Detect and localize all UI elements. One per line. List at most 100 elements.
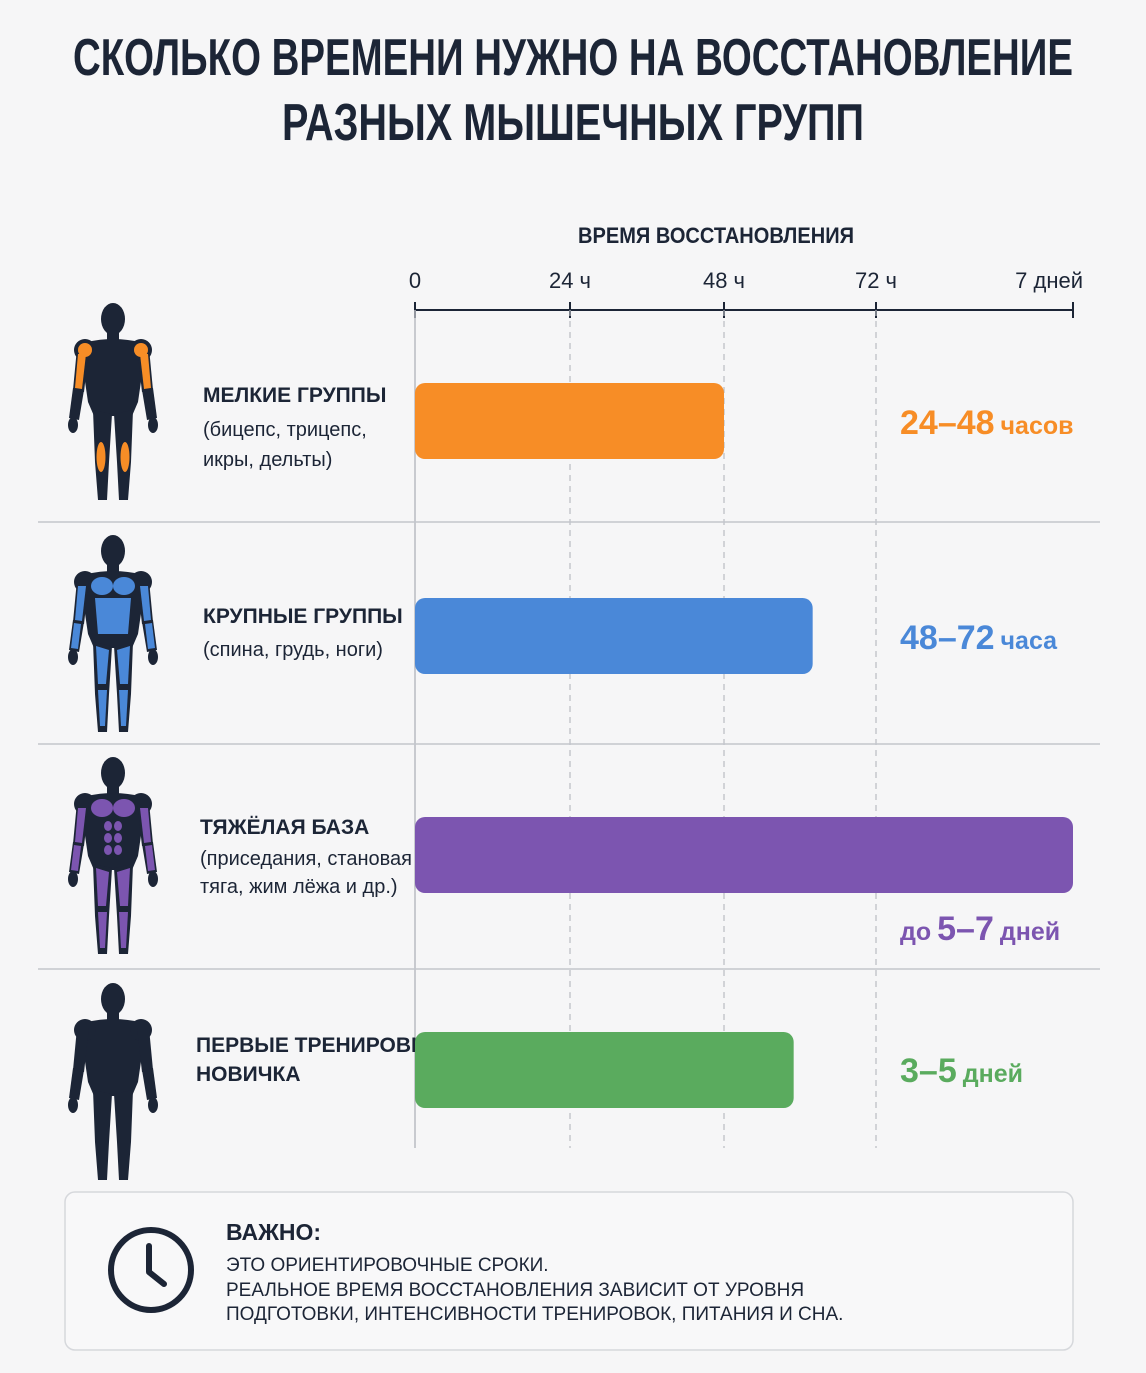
- figure-part: [107, 1010, 119, 1022]
- figure-part: [98, 690, 107, 726]
- figure-part: [75, 354, 86, 389]
- note-line: ЭТО ОРИЕНТИРОВОЧНЫЕ СРОКИ.: [226, 1255, 549, 1276]
- figure-part: [117, 646, 130, 684]
- figure-part: [140, 354, 151, 389]
- figure-part: [104, 845, 112, 855]
- x-tick-label: 72 ч: [855, 268, 897, 293]
- figure-part: [142, 1068, 157, 1100]
- figure-part: [104, 833, 112, 843]
- figure-part: [142, 388, 157, 420]
- figure-part: [75, 808, 86, 843]
- row-name: КРУПНЫЕ ГРУППЫ: [203, 605, 403, 628]
- bar: [415, 817, 1073, 893]
- figure-part: [117, 868, 130, 906]
- range-value: 5–7: [937, 910, 994, 948]
- figure-part: [71, 845, 81, 871]
- figure-part: [71, 623, 81, 649]
- body-figure: [68, 983, 158, 1180]
- row-description: тяга, жим лёжа и др.): [200, 876, 398, 898]
- figure-part: [137, 1028, 153, 1072]
- figure-part: [148, 417, 158, 433]
- range-label: 3–5 дней: [900, 1052, 1023, 1090]
- figure-part: [140, 808, 151, 843]
- figure-part: [101, 303, 125, 335]
- note-line: РЕАЛЬНОЕ ВРЕМЯ ВОССТАНОВЛЕНИЯ ЗАВИСИТ ОТ…: [226, 1280, 804, 1301]
- figure-part: [119, 690, 128, 726]
- row-name: МЕЛКИЕ ГРУППЫ: [203, 384, 386, 407]
- row-description: (спина, грудь, ноги): [203, 639, 383, 661]
- figure-part: [113, 577, 135, 595]
- figure-part: [134, 343, 148, 357]
- range-unit: часа: [1001, 627, 1059, 655]
- figure-part: [145, 845, 155, 871]
- figure-part: [73, 1028, 89, 1072]
- row-description: (бицепс, трицепс,: [203, 419, 367, 441]
- x-tick-label: 48 ч: [703, 268, 745, 293]
- figure-part: [69, 388, 84, 420]
- bar: [415, 383, 724, 459]
- figure-part: [101, 757, 125, 789]
- figure-part: [98, 912, 107, 948]
- row-description: икры, дельты): [203, 449, 332, 471]
- figure-part: [148, 649, 158, 665]
- row-name: ТЯЖЁЛАЯ БАЗА: [200, 816, 369, 839]
- figure-part: [93, 1090, 112, 1180]
- range-label: до 5–7 дней: [900, 910, 1060, 948]
- note-box: [64, 1191, 1074, 1351]
- x-tick-label: 7 дней: [1015, 268, 1083, 293]
- range-unit: часов: [1001, 412, 1074, 440]
- figure-part: [148, 871, 158, 887]
- figure-part: [78, 343, 92, 357]
- row-name: НОВИЧКА: [196, 1063, 301, 1086]
- range-prefix: до: [900, 918, 931, 946]
- range-unit: дней: [1000, 918, 1060, 946]
- figure-part: [107, 330, 119, 342]
- figure-part: [75, 586, 86, 621]
- figure-part: [101, 983, 125, 1015]
- figure-part: [101, 535, 125, 567]
- figure-part: [140, 586, 151, 621]
- figure-part: [119, 912, 128, 948]
- body-figure: [68, 535, 158, 732]
- figure-part: [114, 821, 122, 831]
- chart-title: СКОЛЬКО ВРЕМЕНИ НУЖНО НА ВОССТАНОВЛЕНИЕ: [73, 29, 1073, 87]
- range-label: 24–48 часов: [900, 404, 1074, 442]
- clock-icon: [108, 1227, 194, 1313]
- row-description: (приседания, становая: [200, 848, 412, 870]
- figure-part: [95, 598, 131, 634]
- body-figure: [68, 303, 158, 500]
- range-value: 24–48: [900, 404, 995, 442]
- figure-part: [104, 821, 112, 831]
- figure-part: [68, 871, 78, 887]
- figure-part: [114, 833, 122, 843]
- figure-part: [114, 1090, 133, 1180]
- figure-part: [81, 1019, 145, 1096]
- figure-part: [91, 577, 113, 595]
- figure-part: [68, 649, 78, 665]
- figure-part: [68, 1097, 78, 1113]
- figure-part: [96, 646, 109, 684]
- row-name: ПЕРВЫЕ ТРЕНИРОВКИ: [196, 1034, 439, 1057]
- chart-title: РАЗНЫХ МЫШЕЧНЫХ ГРУПП: [282, 94, 864, 152]
- figure-part: [107, 784, 119, 796]
- figure-part: [96, 868, 109, 906]
- x-axis-title: ВРЕМЯ ВОССТАНОВЛЕНИЯ: [578, 223, 854, 248]
- body-figure: [68, 757, 158, 954]
- range-label: 48–72 часа: [900, 619, 1058, 657]
- bar: [415, 1032, 794, 1108]
- figure-part: [91, 799, 113, 817]
- x-tick-label: 24 ч: [549, 268, 591, 293]
- figure-part: [96, 442, 106, 472]
- range-value: 3–5: [900, 1052, 957, 1090]
- figure-part: [145, 623, 155, 649]
- x-tick-label: 0: [409, 268, 421, 293]
- range-unit: дней: [963, 1060, 1023, 1088]
- figure-part: [113, 799, 135, 817]
- figure-part: [81, 339, 145, 416]
- figure-part: [148, 1097, 158, 1113]
- figure-part: [69, 1068, 84, 1100]
- range-value: 48–72: [900, 619, 995, 657]
- figure-part: [114, 845, 122, 855]
